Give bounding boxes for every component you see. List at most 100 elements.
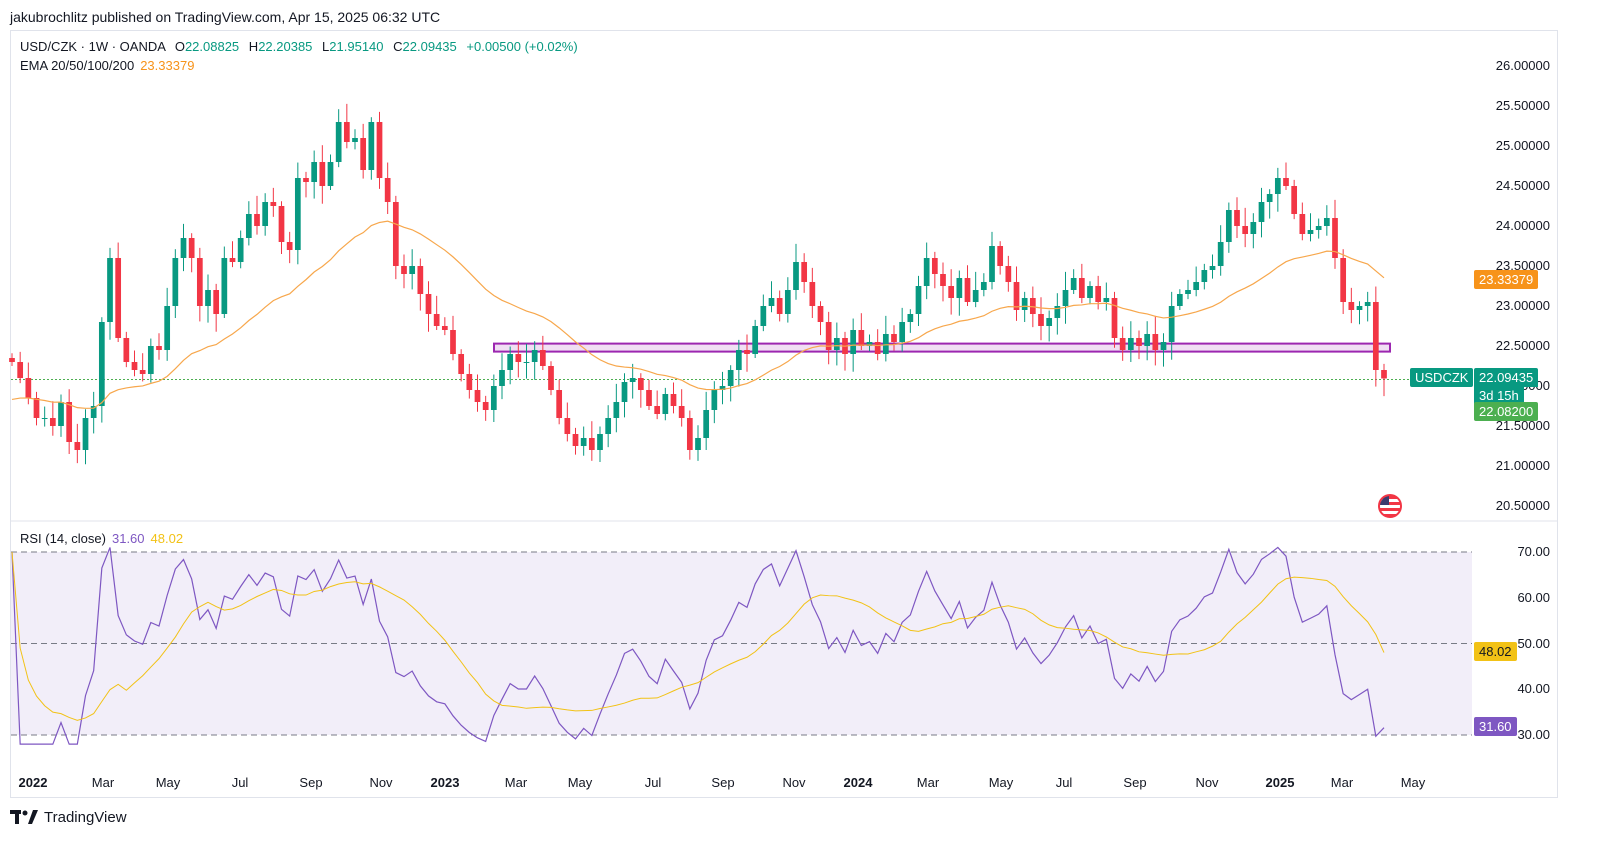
candle-body (858, 330, 865, 346)
publisher-line: jakubrochlitz published on TradingView.c… (10, 9, 441, 25)
candle-body (1062, 290, 1069, 306)
footer[interactable]: TradingView (10, 808, 127, 826)
candle-body (229, 258, 236, 262)
candle-body (433, 314, 440, 326)
time-tick-label: May (1400, 775, 1426, 790)
candle-body (319, 162, 326, 186)
candle-body (1250, 222, 1257, 234)
candle-body (1054, 306, 1061, 318)
rsi-tag: 31.60 (1474, 717, 1517, 736)
candle-body (237, 238, 244, 262)
rsi-ma-tag: 48.02 (1474, 642, 1517, 661)
rsi-label: RSI (14, close) (20, 531, 106, 546)
candle-body (482, 402, 489, 410)
price-tick-label: 25.00000 (1495, 138, 1550, 153)
candle-body (654, 406, 661, 414)
candle-body (441, 326, 448, 330)
candle-body (213, 290, 220, 314)
candle-body (695, 438, 701, 450)
candle-body (1266, 194, 1273, 202)
low-value: 21.95140 (329, 39, 384, 54)
candle-body (458, 354, 465, 374)
candle-body (580, 438, 587, 446)
price-tick-label: 24.00000 (1495, 218, 1550, 233)
time-tick-label: Sep (1123, 775, 1147, 790)
candle-body (1185, 290, 1191, 294)
candle-body (9, 358, 15, 362)
candle-body (1381, 370, 1387, 379)
candle-body (1046, 318, 1053, 326)
candle-body (1013, 282, 1020, 310)
time-tick-label: 2025 (1265, 775, 1295, 790)
candle-body (629, 378, 636, 382)
candle-body (156, 346, 162, 350)
candle-body (262, 202, 269, 226)
rsi-tick-label: 30.00 (1517, 727, 1550, 742)
candle-body (294, 178, 301, 250)
price-tick-label: 26.00000 (1495, 58, 1550, 73)
candle-body (1070, 278, 1077, 290)
candle-body (825, 322, 832, 350)
candle-body (196, 258, 203, 306)
candle-body (1087, 286, 1093, 298)
candle-body (1144, 334, 1151, 346)
candle-body (670, 394, 677, 406)
candle-body (90, 406, 97, 418)
symbol-label: USD/CZK · 1W · OANDA (20, 39, 166, 54)
candle-body (1038, 314, 1044, 326)
us-flag-icon[interactable] (1378, 494, 1402, 518)
candle-body (172, 258, 179, 306)
time-tick-label: Jul (644, 775, 662, 790)
candle-body (539, 350, 546, 366)
close-value: 22.09435 (402, 39, 457, 54)
candle-body (531, 350, 538, 362)
candle-body (1332, 218, 1338, 258)
candle-body (139, 370, 146, 374)
candle-body (972, 290, 979, 302)
candle-body (254, 214, 260, 226)
candle-body (490, 386, 497, 410)
candle-body (744, 350, 750, 354)
candle-body (809, 282, 816, 306)
candle-body (131, 362, 138, 370)
candle-body (1078, 278, 1085, 298)
line-price-tag: 22.08200 (1474, 402, 1539, 421)
candle-body (678, 406, 685, 418)
candle-body (335, 122, 342, 162)
price-tick-label: 21.00000 (1495, 458, 1550, 473)
price-tick-label: 23.00000 (1495, 298, 1550, 313)
candle-body (997, 246, 1004, 266)
candle-body (719, 386, 726, 390)
candle-body (164, 306, 171, 350)
candle-body (1372, 302, 1379, 370)
candle-body (1217, 242, 1224, 266)
time-tick-label: Nov (782, 775, 806, 790)
ema-legend[interactable]: EMA 20/50/100/200 23.33379 (20, 58, 194, 73)
candle-body (548, 366, 554, 390)
candle-body (686, 418, 693, 450)
rsi-tick-label: 60.00 (1517, 589, 1550, 605)
candle-body (115, 258, 122, 338)
rsi-tick-label: 40.00 (1517, 681, 1550, 697)
candle-body (58, 402, 64, 426)
candle-body (303, 178, 309, 182)
candle-body (711, 390, 718, 410)
candle-body (278, 206, 285, 242)
ema-legend-value: 23.33379 (140, 58, 195, 73)
candle-body (1225, 210, 1232, 242)
candle-body (1340, 258, 1347, 302)
candle-body (352, 138, 358, 142)
tradingview-brand: TradingView (44, 808, 127, 826)
candle-body (1021, 298, 1028, 310)
price-tick-label: 24.50000 (1495, 178, 1550, 193)
time-tick-label: Sep (711, 775, 735, 790)
candle-body (1152, 334, 1159, 350)
rsi-legend[interactable]: RSI (14, close) 31.60 48.02 (20, 531, 183, 546)
price-tag: 22.09435 (1474, 368, 1539, 387)
candle-body (931, 258, 938, 274)
candle-body (735, 350, 742, 370)
candle-body (637, 378, 644, 390)
countdown-tag: 3d 15h (1474, 386, 1524, 405)
candle-body (801, 262, 808, 282)
